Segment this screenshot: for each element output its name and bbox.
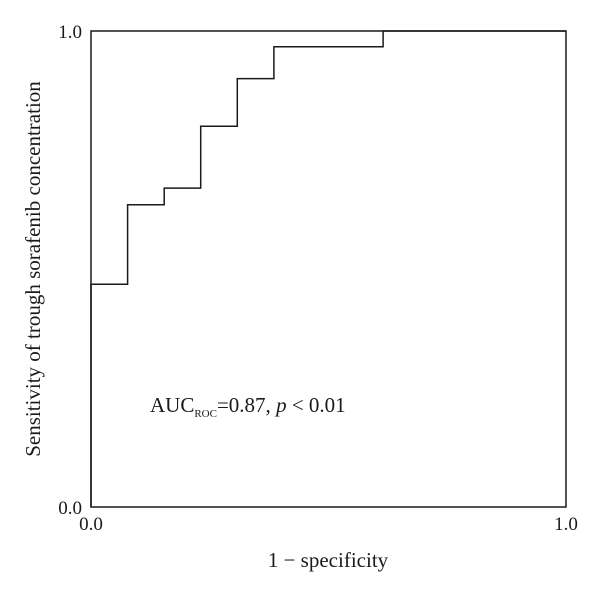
auc-annotation: AUCROC=0.87, p < 0.01 bbox=[150, 393, 346, 420]
x-tick-left: 0.0 bbox=[79, 514, 103, 535]
y-axis-label: Sensitivity of trough sorafenib concentr… bbox=[21, 81, 45, 457]
roc-curve-layer bbox=[90, 30, 566, 507]
y-tick-bottom: 0.0 bbox=[58, 498, 82, 519]
auc-base: AUC bbox=[150, 393, 194, 417]
p-symbol: p bbox=[274, 393, 287, 417]
auc-subscript: ROC bbox=[194, 408, 217, 420]
auc-value: =0.87, bbox=[217, 393, 276, 417]
x-tick-right: 1.0 bbox=[554, 514, 578, 535]
p-value: < 0.01 bbox=[287, 393, 346, 417]
y-tick-top: 1.0 bbox=[58, 22, 82, 43]
x-axis-label: 1 − specificity bbox=[268, 548, 389, 572]
roc-curve-line bbox=[90, 30, 566, 507]
plot-frame bbox=[90, 30, 567, 508]
